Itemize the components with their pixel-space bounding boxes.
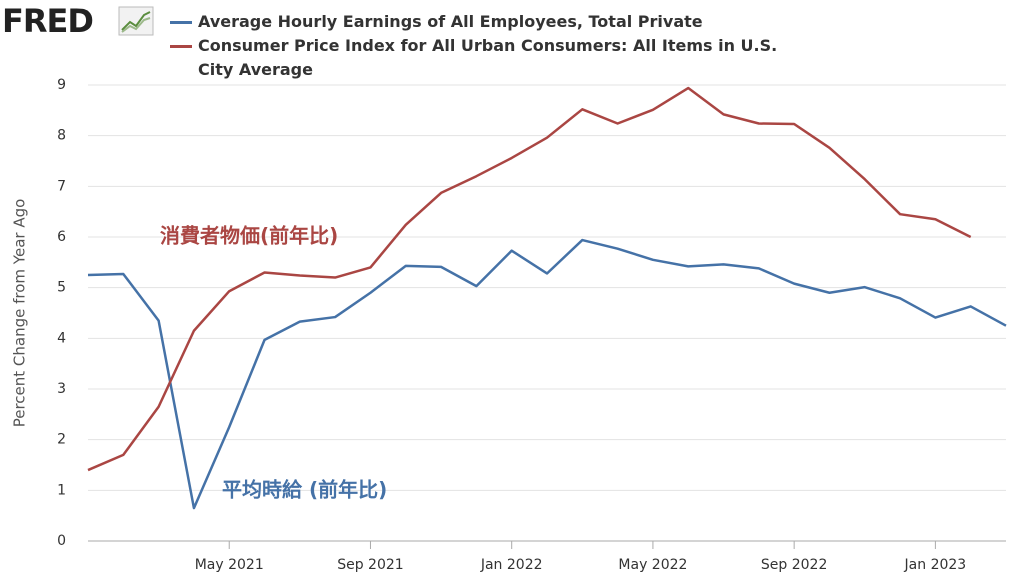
y-tick-label: 0 (57, 533, 66, 549)
legend-entry: Average Hourly Earnings of All Employees… (170, 10, 810, 34)
logo: FRED (2, 2, 94, 40)
y-tick-label: 6 (57, 229, 66, 245)
y-tick-label: 8 (57, 128, 66, 144)
y-tick-label: 9 (57, 77, 66, 93)
x-tick-label: Sep 2022 (761, 557, 827, 573)
y-tick-label: 1 (57, 482, 66, 498)
y-tick-label: 2 (57, 432, 66, 448)
legend-swatch (170, 21, 192, 24)
x-tick-label: Jan 2022 (480, 557, 543, 573)
annotation: 消費者物価(前年比) (160, 224, 338, 248)
x-tick-label: Jan 2023 (904, 557, 967, 573)
legend: Average Hourly Earnings of All Employees… (170, 10, 810, 82)
y-tick-label: 5 (57, 280, 66, 296)
series-line (87, 238, 1007, 510)
annotation: 平均時給 (前年比) (222, 478, 387, 502)
legend-entry: Consumer Price Index for All Urban Consu… (170, 34, 810, 82)
legend-swatch (170, 45, 192, 48)
x-tick-label: May 2021 (195, 557, 264, 573)
legend-label: Consumer Price Index for All Urban Consu… (198, 36, 778, 79)
y-tick-label: 3 (57, 381, 66, 397)
y-axis-label: Percent Change from Year Ago (11, 199, 29, 428)
x-tick-label: Sep 2021 (337, 557, 403, 573)
series-line (87, 86, 972, 472)
x-tick-label: May 2022 (618, 557, 687, 573)
legend-label: Average Hourly Earnings of All Employees… (198, 12, 703, 31)
y-tick-label: 7 (57, 178, 66, 194)
y-tick-label: 4 (57, 330, 66, 346)
logo-icon (118, 6, 154, 36)
